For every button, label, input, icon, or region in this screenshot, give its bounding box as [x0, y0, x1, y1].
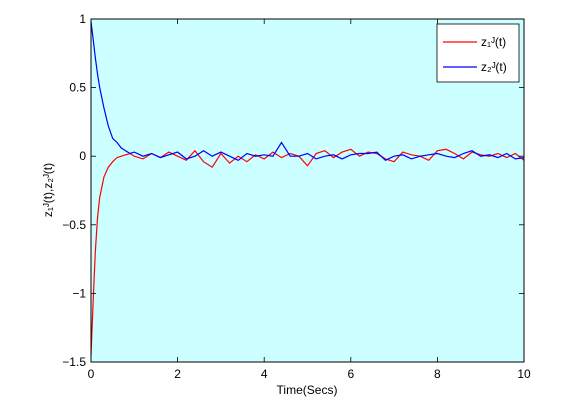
y-tick-label: 0	[79, 149, 86, 163]
y-tick-label: −1	[72, 286, 86, 300]
y-tick-label: 0.5	[69, 81, 86, 95]
legend-label-z1: z₁ᴶ(t)	[481, 35, 506, 49]
y-axis-label: z₁ᴶ(t),z₂ᴶ(t)	[41, 163, 55, 217]
plot-frame	[90, 18, 525, 363]
x-tick-label: 4	[261, 367, 268, 381]
legend: z₁ᴶ(t) z₂ᴶ(t)	[436, 23, 520, 83]
x-tick-label: 0	[88, 367, 95, 381]
x-tick-label: 8	[434, 367, 441, 381]
legend-box	[436, 23, 520, 83]
legend-label-z2: z₂ᴶ(t)	[481, 60, 507, 74]
x-tick-label: 6	[347, 367, 354, 381]
y-tick-label: −1.5	[62, 355, 86, 369]
y-axis: 1 0.5 0 −0.5 −1 −1.5	[62, 12, 524, 369]
y-tick-label: 1	[79, 12, 86, 26]
y-tick-label: −0.5	[62, 218, 86, 232]
x-tick-label: 10	[517, 367, 531, 381]
x-tick-label: 2	[174, 367, 181, 381]
x-axis-label: Time(Secs)	[277, 383, 338, 397]
series-line-1	[90, 148, 525, 356]
x-axis: 0 2 4 6 8 10	[88, 19, 531, 381]
series-line-2	[90, 21, 525, 162]
series-layer	[90, 21, 525, 356]
